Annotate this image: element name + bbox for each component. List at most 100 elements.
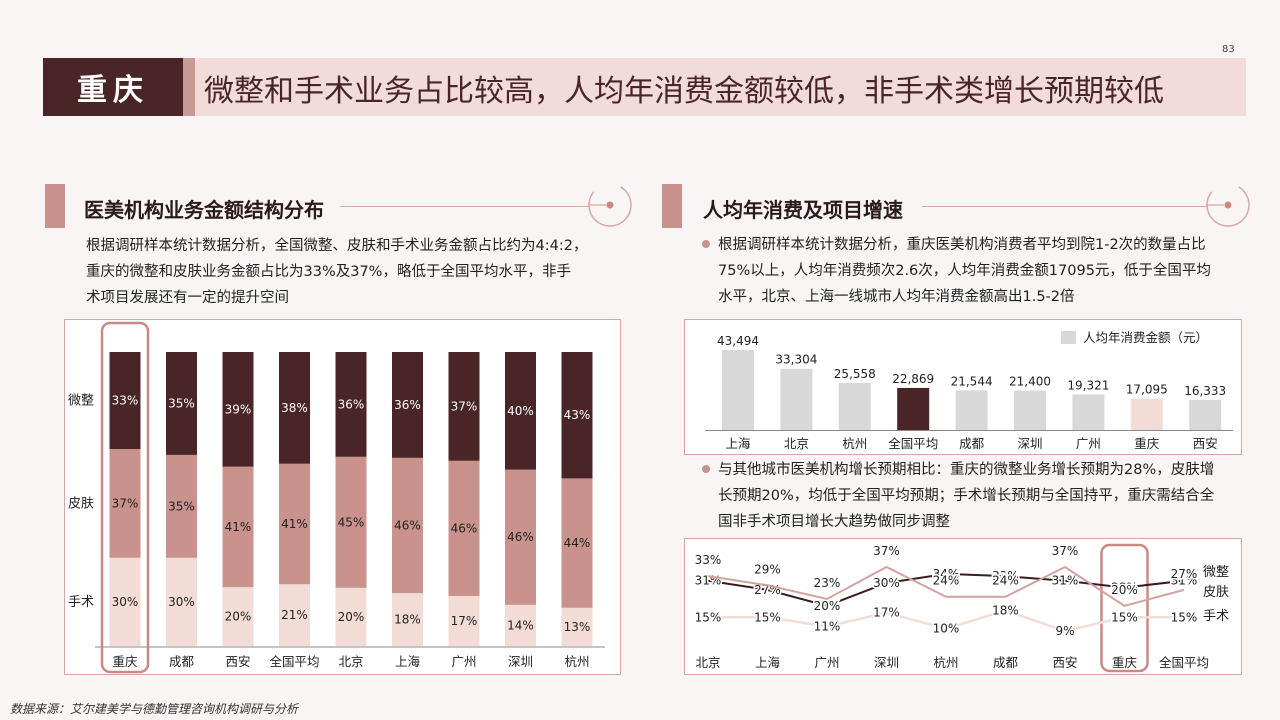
data-label: 23% xyxy=(814,576,841,590)
data-label: 15% xyxy=(1171,610,1198,624)
x-tick-label: 西安 xyxy=(1193,436,1218,451)
bar-segment xyxy=(561,352,593,479)
bar-segment xyxy=(561,607,593,646)
data-label: 35% xyxy=(168,396,195,410)
bar-segment xyxy=(448,352,480,461)
data-label: 21% xyxy=(281,608,308,622)
data-label: 39% xyxy=(225,402,252,416)
growth-chart-frame: 31% 27% 20% 30% 34% 33% 31% 28% 31% 33% 29% 23% 37% 2… xyxy=(684,538,1242,675)
data-label: 36% xyxy=(394,398,421,412)
x-tick-label: 重庆 xyxy=(112,654,138,669)
bar-segment xyxy=(335,587,367,646)
right-section-rule xyxy=(922,206,1208,207)
data-label: 21,400 xyxy=(1009,375,1051,389)
data-label: 20% xyxy=(814,599,841,613)
data-label: 46% xyxy=(507,530,534,544)
city-badge: 重庆 xyxy=(43,58,183,116)
bar xyxy=(722,350,754,430)
bar-segment xyxy=(392,352,423,458)
page-title: 微整和手术业务占比较高，人均年消费金额较低，非手术类增长预期较低 xyxy=(204,74,1164,109)
bar-segment xyxy=(392,457,423,594)
bar-segment xyxy=(505,469,536,605)
data-label: 34% xyxy=(933,567,960,581)
series-label: 皮肤 xyxy=(1203,585,1229,600)
bar-segment xyxy=(279,584,310,646)
data-label: 27% xyxy=(1171,567,1198,581)
data-label: 33,304 xyxy=(775,353,817,367)
bar xyxy=(1072,394,1105,430)
x-tick-label: 成都 xyxy=(993,655,1019,670)
data-label: 33% xyxy=(695,553,722,567)
data-label: 44% xyxy=(564,536,591,550)
x-tick-label: 广州 xyxy=(1076,436,1101,451)
data-label: 33% xyxy=(112,394,139,408)
bar-segment xyxy=(222,466,254,588)
data-label: 41% xyxy=(225,520,252,534)
data-label: 30% xyxy=(168,595,195,609)
data-label: 30% xyxy=(112,595,139,609)
x-tick-label: 全国平均 xyxy=(1159,655,1209,670)
bar-segment xyxy=(448,460,480,597)
data-label: 24% xyxy=(992,574,1019,588)
data-label: 9% xyxy=(1055,624,1074,638)
x-tick-label: 全国平均 xyxy=(269,654,319,669)
bar-segment xyxy=(335,456,367,588)
left-section-ring-icon xyxy=(588,183,632,227)
spending-bar-chart: 43,494 上海 33,304 北京 25,558 杭州 22,869 全国平均 21,544… xyxy=(705,330,1233,451)
spending-chart-frame: 43,494 上海 33,304 北京 25,558 杭州 22,869 全国平均 21,544… xyxy=(684,319,1242,455)
data-label: 37% xyxy=(451,399,478,413)
data-label: 14% xyxy=(507,618,534,632)
x-tick-label: 重庆 xyxy=(1112,655,1138,670)
right-text-line: 根据调研样本统计数据分析，重庆医美机构消费者平均到院1-2次的数量占比 xyxy=(718,237,1206,253)
x-tick-label: 杭州 xyxy=(842,436,867,451)
bar-segment xyxy=(222,587,254,646)
bar-segment xyxy=(222,352,254,467)
data-label: 18% xyxy=(992,603,1019,617)
data-label: 30% xyxy=(873,576,900,590)
series-label: 微整 xyxy=(68,394,94,409)
right-section-title: 人均年消费及项目增速 xyxy=(703,198,903,222)
bar xyxy=(955,390,988,430)
data-label: 20% xyxy=(225,610,252,624)
x-tick-label: 广州 xyxy=(814,655,839,670)
series-label: 微整 xyxy=(1203,565,1229,580)
data-label: 35% xyxy=(168,499,195,513)
bar-segment xyxy=(109,352,141,450)
x-tick-label: 重庆 xyxy=(1134,436,1160,451)
x-tick-label: 成都 xyxy=(959,436,985,451)
bar-segment xyxy=(448,596,480,646)
bar-segment xyxy=(109,449,141,558)
data-label: 24% xyxy=(933,574,960,588)
right-text-line: 长预期20%，均低于全国平均预期；手术增长预期与全国持平，重庆需结合全 xyxy=(718,488,1215,504)
legend-swatch xyxy=(1061,331,1076,344)
x-tick-label: 深圳 xyxy=(874,655,899,670)
data-label: 28% xyxy=(1111,581,1138,595)
data-label: 17,095 xyxy=(1126,383,1168,397)
x-tick-label: 西安 xyxy=(225,654,250,669)
series-label: 手术 xyxy=(68,595,94,610)
bar-segment xyxy=(109,557,141,646)
x-tick-label: 上海 xyxy=(725,436,751,451)
data-label: 38% xyxy=(281,401,308,415)
data-label: 11% xyxy=(814,619,841,633)
data-label: 20% xyxy=(1111,583,1138,597)
data-label: 37% xyxy=(112,496,139,510)
data-label: 15% xyxy=(1111,610,1138,624)
bullet-dot xyxy=(702,465,710,473)
data-label: 17% xyxy=(451,614,478,628)
data-label: 46% xyxy=(394,518,421,532)
x-tick-label: 上海 xyxy=(755,655,781,670)
bar-segment xyxy=(279,352,310,464)
legend-label: 人均年消费金额（元） xyxy=(1083,330,1208,345)
header-bar xyxy=(43,58,1246,116)
data-label: 17% xyxy=(873,606,900,620)
data-label: 40% xyxy=(507,404,534,418)
bar-segment xyxy=(505,604,536,646)
data-label: 22,869 xyxy=(892,372,934,386)
right-text-line: 75%以上，人均年消费频次2.6次，人均年消费金额17095元，低于全国平均 xyxy=(718,263,1211,279)
bar-segment xyxy=(166,454,197,558)
bar-segment xyxy=(392,593,423,646)
data-label: 15% xyxy=(695,610,722,624)
city-badge-stripe xyxy=(183,58,195,116)
x-tick-label: 北京 xyxy=(338,654,363,669)
